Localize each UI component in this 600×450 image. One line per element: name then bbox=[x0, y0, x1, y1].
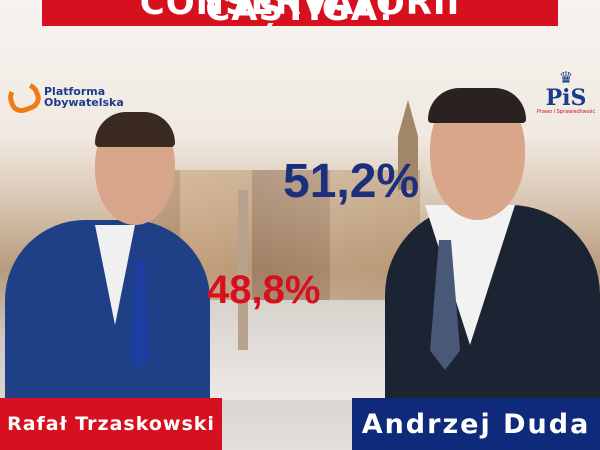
trzaskowski-tie bbox=[130, 260, 150, 370]
duda-result: 51,2% bbox=[283, 155, 420, 208]
eagle-crown-icon: ♛ bbox=[558, 68, 574, 87]
pis-logo-text: PiS bbox=[545, 85, 587, 111]
headline-banner: CONSERVATORII CÂȘTIGĂ! bbox=[42, 0, 558, 26]
castle-square bbox=[205, 300, 395, 400]
platforma-obywatelska-logo: Platforma Obywatelska bbox=[3, 77, 124, 117]
pis-logo: ♛ PiS Prawo i Sprawiedliwość bbox=[536, 68, 596, 115]
pis-logo-subtitle: Prawo i Sprawiedliwość bbox=[536, 109, 596, 115]
po-logo-icon bbox=[3, 77, 45, 117]
trzaskowski-hair bbox=[95, 112, 175, 147]
duda-name-label: Andrzej Duda bbox=[352, 398, 600, 450]
trzaskowski-name-label: Rafał Trzaskowski bbox=[0, 398, 222, 450]
cathedral-tower bbox=[398, 100, 418, 190]
po-logo-line2: Obywatelska bbox=[44, 96, 124, 109]
po-logo-line1: Platforma bbox=[44, 85, 106, 98]
sigismund-column bbox=[238, 190, 248, 350]
trzaskowski-result: 48,8% bbox=[207, 268, 321, 312]
duda-hair bbox=[428, 88, 526, 123]
